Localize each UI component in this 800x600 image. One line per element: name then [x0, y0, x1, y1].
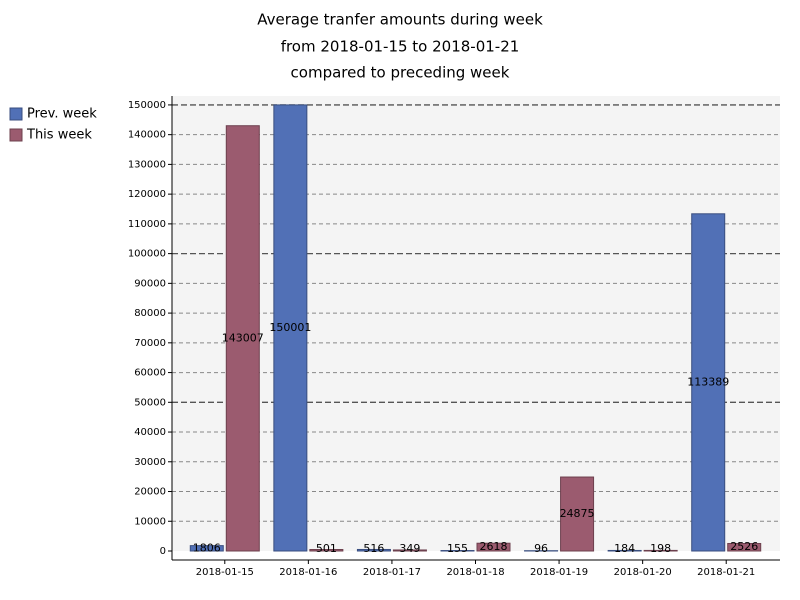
- y-tick-label: 50000: [134, 397, 166, 408]
- x-tick-label: 2018-01-17: [363, 567, 421, 578]
- bar: [643, 549, 678, 552]
- y-tick-label: 30000: [134, 457, 166, 468]
- y-tick-label: 10000: [134, 516, 166, 527]
- y-tick-label: 0: [160, 546, 166, 557]
- x-tick-label: 2018-01-18: [446, 567, 504, 578]
- value-label: 1806: [193, 541, 221, 554]
- y-tick-label: 40000: [134, 427, 166, 438]
- chart-title: Average tranfer amounts during week: [257, 11, 543, 29]
- bar: [727, 542, 762, 552]
- y-tick-label: 80000: [134, 308, 166, 319]
- bar: [607, 549, 642, 552]
- y-tick-label: 130000: [128, 159, 166, 170]
- value-label: 113389: [687, 375, 729, 388]
- value-label: 150001: [269, 321, 311, 334]
- value-label: 198: [650, 542, 671, 555]
- y-tick-label: 140000: [128, 130, 166, 141]
- bar: [392, 549, 427, 552]
- bar: [560, 476, 595, 552]
- bar: [273, 104, 308, 552]
- y-tick-label: 90000: [134, 278, 166, 289]
- value-label: 2618: [480, 540, 508, 553]
- legend-label: This week: [26, 128, 92, 143]
- legend-swatch: [9, 107, 23, 121]
- chart-subtitle: compared to preceding week: [291, 64, 510, 82]
- bar: [476, 542, 511, 552]
- value-label: 96: [534, 542, 548, 555]
- x-tick-label: 2018-01-20: [614, 567, 672, 578]
- value-label: 24875: [560, 507, 595, 520]
- x-tick-label: 2018-01-21: [697, 567, 755, 578]
- y-tick-label: 70000: [134, 338, 166, 349]
- y-tick-label: 110000: [128, 219, 166, 230]
- legend-label: Prev. week: [27, 107, 97, 122]
- bar: [189, 545, 224, 552]
- x-tick-label: 2018-01-16: [279, 567, 337, 578]
- y-tick-label: 60000: [134, 368, 166, 379]
- x-tick-label: 2018-01-19: [530, 567, 588, 578]
- value-label: 516: [363, 542, 384, 555]
- plot-area: [172, 96, 780, 551]
- legend-swatch: [9, 128, 23, 142]
- value-label: 2526: [730, 540, 758, 553]
- y-tick-label: 150000: [128, 100, 166, 111]
- chart-subtitle: from 2018-01-15 to 2018-01-21: [281, 38, 520, 56]
- y-tick-label: 120000: [128, 189, 166, 200]
- y-tick-label: 20000: [134, 487, 166, 498]
- bar: [225, 125, 260, 552]
- value-label: 155: [447, 542, 468, 555]
- bar: [309, 549, 344, 552]
- bar: [691, 213, 726, 552]
- value-label: 349: [399, 542, 420, 555]
- x-tick-label: 2018-01-15: [196, 567, 254, 578]
- bar: [356, 548, 391, 552]
- value-label: 143007: [222, 331, 264, 344]
- y-tick-label: 100000: [128, 249, 166, 260]
- value-label: 501: [316, 542, 337, 555]
- value-label: 184: [614, 542, 635, 555]
